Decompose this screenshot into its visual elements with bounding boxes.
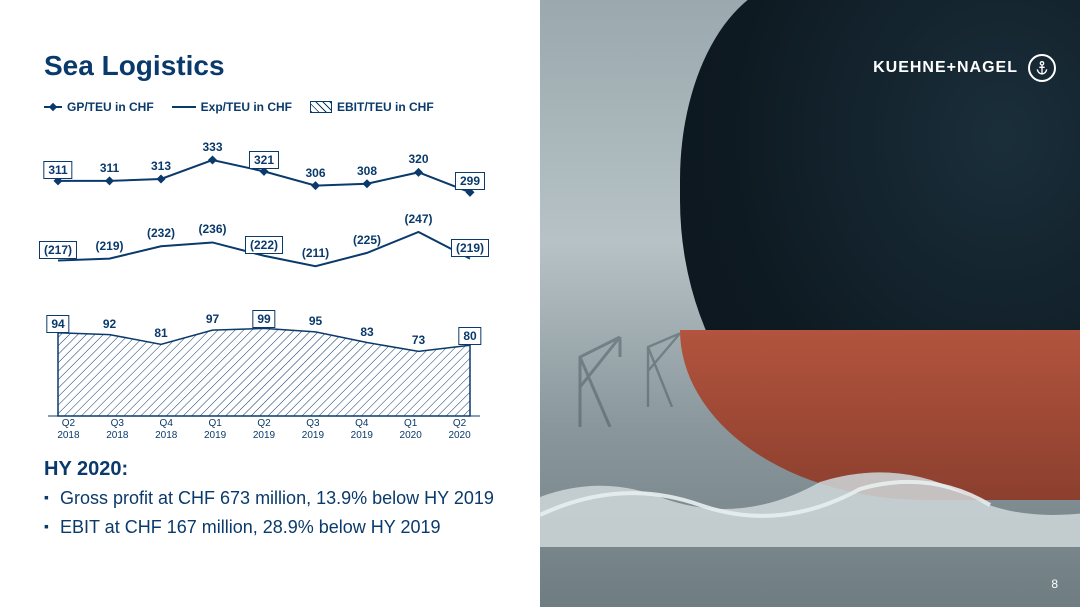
hatch-icon xyxy=(310,101,332,113)
data-label: (219) xyxy=(451,239,489,257)
page-title: Sea Logistics xyxy=(44,50,510,82)
brand-name: KUEHNE+NAGEL xyxy=(873,59,1018,77)
x-tick-label: Q12019 xyxy=(191,418,240,442)
crane-silhouette xyxy=(570,327,630,427)
data-label: 311 xyxy=(43,161,72,179)
legend-label: EBIT/TEU in CHF xyxy=(337,100,434,114)
x-tick-label: Q32019 xyxy=(288,418,337,442)
data-label: 94 xyxy=(46,315,69,333)
data-label: 80 xyxy=(458,327,481,345)
diamond-marker-icon xyxy=(44,106,62,108)
data-label: (225) xyxy=(353,233,381,247)
summary-bullet: EBIT at CHF 167 million, 28.9% below HY … xyxy=(44,516,510,539)
data-label: 81 xyxy=(154,326,167,340)
data-label: 73 xyxy=(412,333,425,347)
data-label: 333 xyxy=(202,140,222,154)
legend-label: GP/TEU in CHF xyxy=(67,100,154,114)
summary-block: HY 2020: Gross profit at CHF 673 million… xyxy=(44,458,510,540)
combo-chart: Q22018Q32018Q42018Q12019Q22019Q32019Q420… xyxy=(44,122,484,442)
data-label: (236) xyxy=(198,222,226,236)
x-tick-label: Q42018 xyxy=(142,418,191,442)
x-tick-label: Q32018 xyxy=(93,418,142,442)
line-icon xyxy=(172,106,196,108)
x-tick-label: Q22019 xyxy=(240,418,289,442)
data-label: 83 xyxy=(360,325,373,339)
data-label: (247) xyxy=(404,212,432,226)
page-number: 8 xyxy=(1051,577,1058,591)
data-label: 95 xyxy=(309,314,322,328)
summary-bullet: Gross profit at CHF 673 million, 13.9% b… xyxy=(44,487,510,510)
data-label: 321 xyxy=(249,151,279,169)
data-label: 308 xyxy=(357,164,377,178)
legend-item-exp: Exp/TEU in CHF xyxy=(172,100,292,114)
anchor-icon xyxy=(1028,54,1056,82)
x-tick-label: Q22018 xyxy=(44,418,93,442)
brand-logo: KUEHNE+NAGEL xyxy=(873,54,1056,82)
data-label: (211) xyxy=(302,246,329,260)
data-label: 99 xyxy=(252,310,275,328)
summary-list: Gross profit at CHF 673 million, 13.9% b… xyxy=(44,487,510,540)
legend-item-ebit: EBIT/TEU in CHF xyxy=(310,100,434,114)
data-label: 313 xyxy=(151,159,171,173)
chart-legend: GP/TEU in CHF Exp/TEU in CHF EBIT/TEU in… xyxy=(44,100,510,114)
x-tick-label: Q12020 xyxy=(386,418,435,442)
legend-label: Exp/TEU in CHF xyxy=(201,100,292,114)
summary-heading: HY 2020: xyxy=(44,458,510,481)
wave xyxy=(540,427,1080,547)
x-tick-label: Q42019 xyxy=(337,418,386,442)
data-label: (219) xyxy=(95,239,123,253)
data-label: (232) xyxy=(147,226,175,240)
data-label: 320 xyxy=(408,152,428,166)
data-label: 92 xyxy=(103,317,116,331)
legend-item-gp: GP/TEU in CHF xyxy=(44,100,154,114)
data-label: 97 xyxy=(206,312,219,326)
data-label: 306 xyxy=(305,166,325,180)
data-label: (222) xyxy=(245,236,283,254)
x-tick-label: Q22020 xyxy=(435,418,484,442)
x-axis: Q22018Q32018Q42018Q12019Q22019Q32019Q420… xyxy=(44,418,484,442)
crane-silhouette xyxy=(636,327,684,407)
data-label: (217) xyxy=(39,241,77,259)
data-label: 311 xyxy=(100,161,119,175)
hero-image: KUEHNE+NAGEL 8 xyxy=(540,0,1080,607)
data-label: 299 xyxy=(455,172,485,190)
